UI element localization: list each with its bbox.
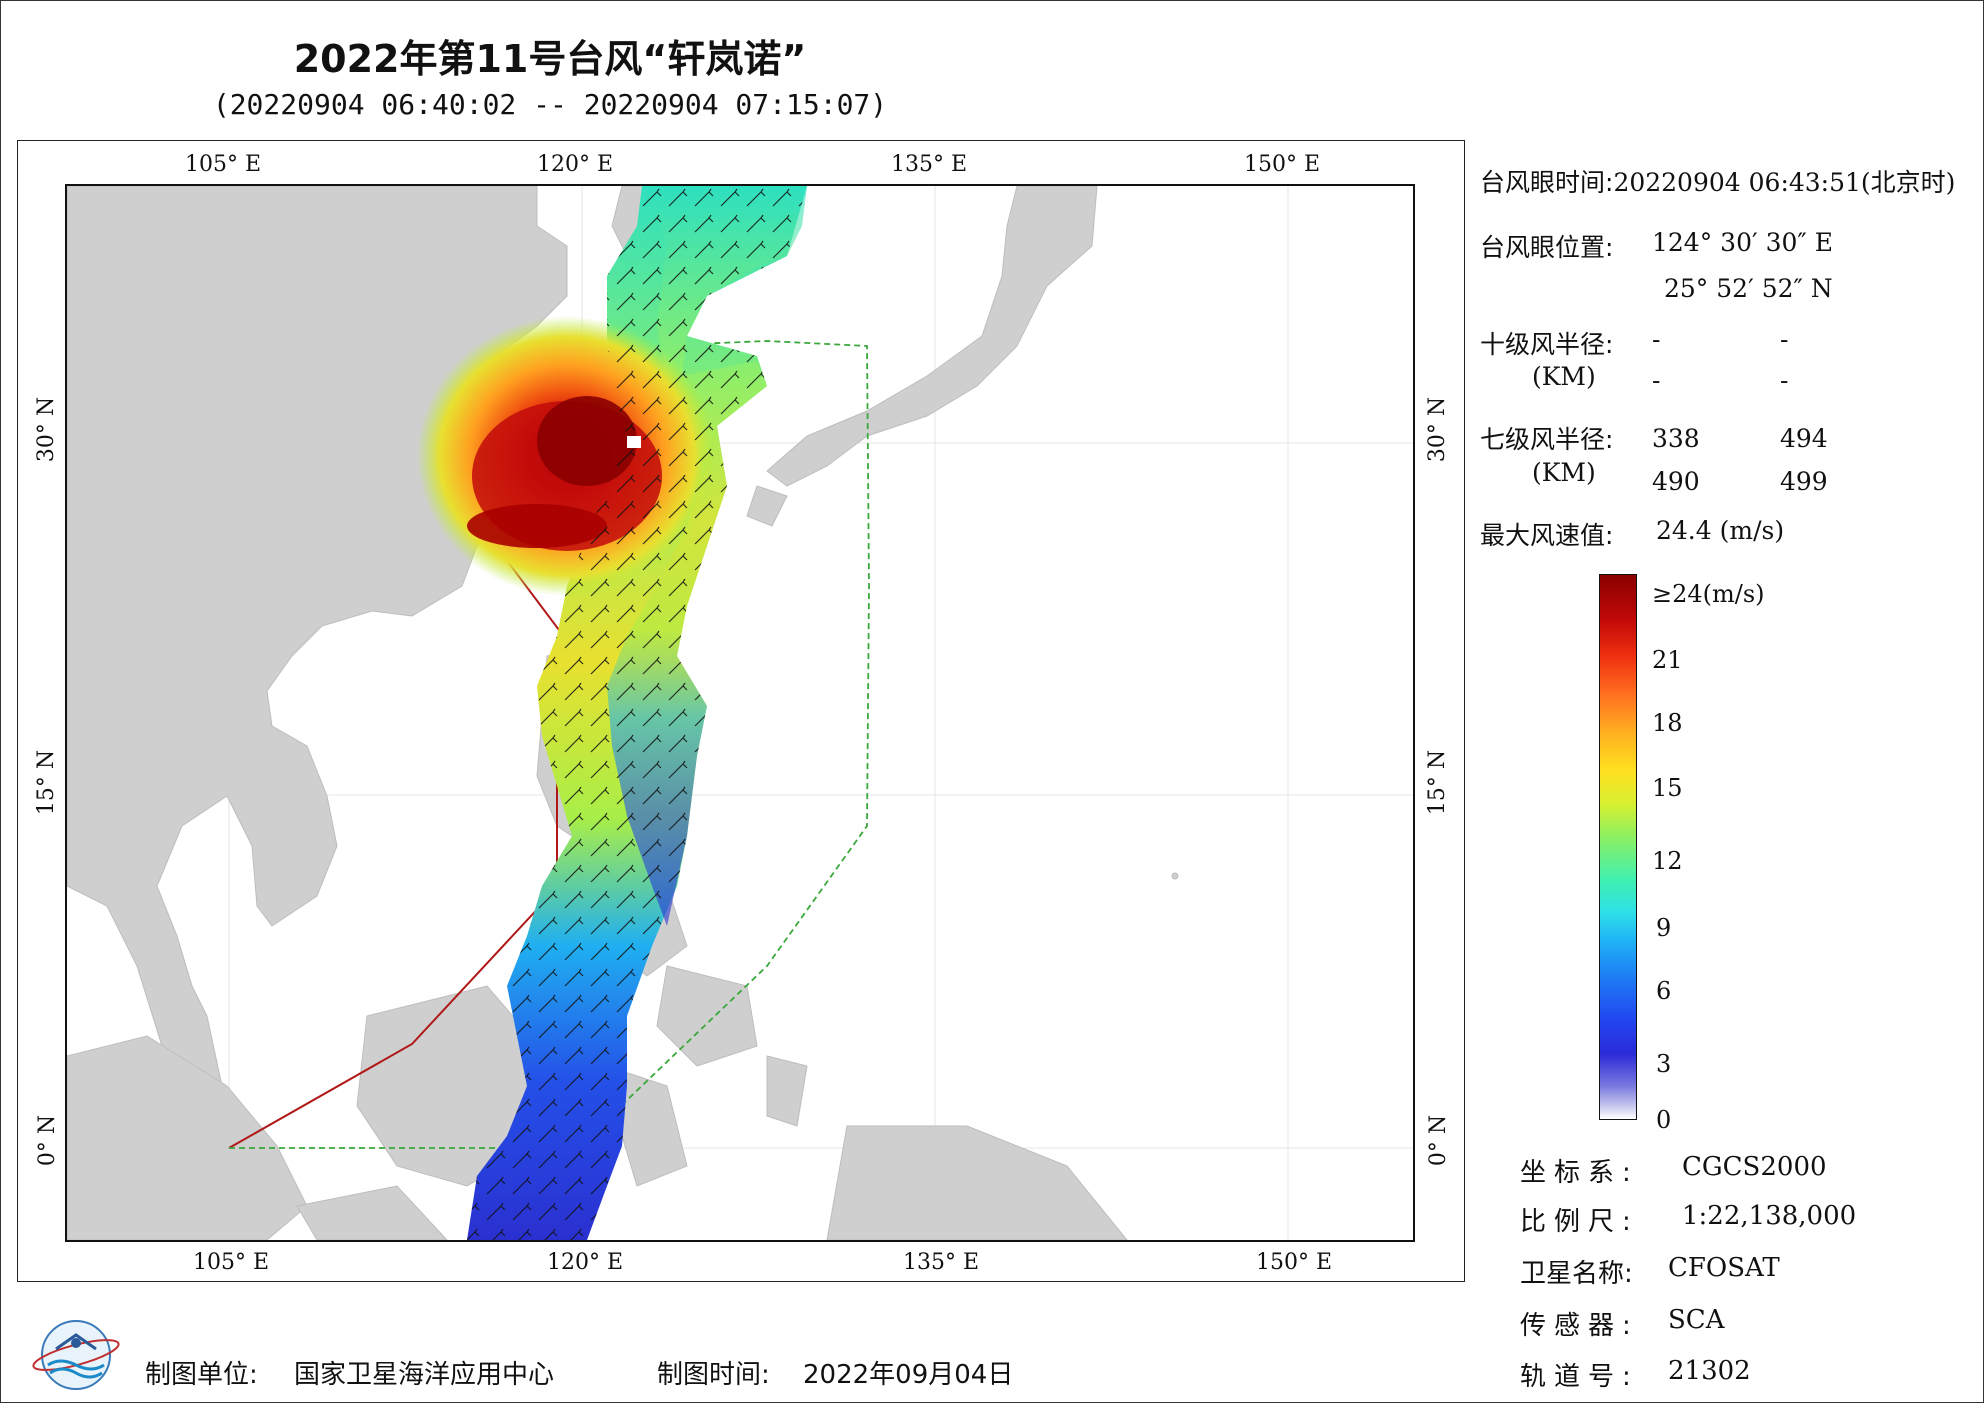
r7-value-sw: 490 bbox=[1652, 467, 1700, 496]
orbit-row: 轨道号: bbox=[1520, 1356, 1639, 1393]
colorbar-label-9: 9 bbox=[1656, 914, 1672, 942]
lon-tick-top-150: 150° E bbox=[1244, 152, 1321, 177]
colorbar-label-0: 0 bbox=[1656, 1106, 1672, 1134]
r10-label: 十级风半径: bbox=[1480, 330, 1614, 359]
max-wind-label: 最大风速值: bbox=[1480, 521, 1614, 550]
colorbar-label-12: 12 bbox=[1652, 847, 1683, 875]
r10-value-ne: - bbox=[1652, 325, 1661, 354]
crs-label: 坐标系: bbox=[1520, 1158, 1639, 1188]
nsoas-logo-icon bbox=[32, 1320, 120, 1390]
crs-value: CGCS2000 bbox=[1682, 1152, 1827, 1182]
colorbar-label-24: ≥24(m/s) bbox=[1652, 580, 1765, 608]
r7-value-ne: 338 bbox=[1652, 424, 1700, 453]
r10-value-se: - bbox=[1780, 325, 1789, 354]
wind-speed-colorbar bbox=[1599, 574, 1637, 1120]
sensor-label: 传感器: bbox=[1520, 1311, 1639, 1341]
lat-tick-right-0: 0° N bbox=[1426, 1114, 1452, 1167]
colorbar-label-3: 3 bbox=[1656, 1050, 1672, 1078]
r10-value-nw: - bbox=[1780, 366, 1789, 395]
lon-tick-top-105: 105° E bbox=[185, 152, 262, 177]
wind-speed-swath bbox=[417, 186, 807, 1240]
lon-tick-bottom-120: 120° E bbox=[547, 1250, 624, 1275]
wind-field-map bbox=[65, 184, 1415, 1242]
lat-tick-left-0: 0° N bbox=[35, 1114, 61, 1167]
eye-lon-value: 124° 30′ 30″ E bbox=[1652, 228, 1833, 257]
colorbar-label-18: 18 bbox=[1652, 709, 1683, 737]
r7-value-se: 494 bbox=[1780, 424, 1828, 453]
r7-unit: (KM) bbox=[1532, 458, 1596, 487]
eye-time-label: 台风眼时间: bbox=[1480, 168, 1614, 197]
scale-label: 比例尺: bbox=[1520, 1207, 1639, 1237]
colorbar-label-15: 15 bbox=[1652, 774, 1683, 802]
eye-position-label: 台风眼位置: bbox=[1480, 233, 1614, 262]
orbit-value: 21302 bbox=[1668, 1356, 1751, 1386]
lon-tick-bottom-135: 135° E bbox=[903, 1250, 980, 1275]
map-subtitle: (20220904 06:40:02 -- 20220904 07:15:07) bbox=[212, 88, 888, 121]
date-label: 制图时间: bbox=[657, 1360, 770, 1390]
map-outer-frame bbox=[17, 140, 1465, 1282]
producer-value: 国家卫星海洋应用中心 bbox=[294, 1360, 555, 1390]
eye-position-row: 台风眼位置: bbox=[1480, 228, 1613, 264]
satellite-row: 卫星名称: bbox=[1520, 1253, 1633, 1290]
lat-tick-left-15: 15° N bbox=[34, 749, 60, 816]
scale-value: 1:22,138,000 bbox=[1682, 1201, 1857, 1231]
eye-time-row: 台风眼时间:20220904 06:43:51(北京时) bbox=[1480, 163, 1955, 199]
r10-unit: (KM) bbox=[1532, 362, 1596, 391]
sensor-value: SCA bbox=[1668, 1305, 1725, 1335]
lon-tick-top-120: 120° E bbox=[537, 152, 614, 177]
satellite-value: CFOSAT bbox=[1668, 1253, 1780, 1283]
sensor-row: 传感器: bbox=[1520, 1305, 1639, 1342]
lon-tick-bottom-150: 150° E bbox=[1256, 1250, 1333, 1275]
satellite-label: 卫星名称: bbox=[1520, 1259, 1633, 1289]
eye-time-value: 20220904 06:43:51(北京时) bbox=[1613, 168, 1956, 197]
crs-row: 坐标系: bbox=[1520, 1152, 1639, 1189]
max-wind-row: 最大风速值: bbox=[1480, 516, 1613, 552]
lat-tick-right-30: 30° N bbox=[1425, 396, 1451, 463]
colorbar-label-21: 21 bbox=[1652, 646, 1683, 674]
eye-lat-value: 25° 52′ 52″ N bbox=[1664, 274, 1833, 303]
lat-tick-right-15: 15° N bbox=[1425, 749, 1451, 816]
lon-tick-top-135: 135° E bbox=[891, 152, 968, 177]
map-title: 2022年第11号台风“轩岚诺” bbox=[293, 37, 807, 81]
max-wind-value: 24.4 (m/s) bbox=[1656, 516, 1785, 545]
r7-value-nw: 499 bbox=[1780, 467, 1828, 496]
lon-tick-bottom-105: 105° E bbox=[193, 1250, 270, 1275]
colorbar-label-6: 6 bbox=[1656, 977, 1672, 1005]
scale-row: 比例尺: bbox=[1520, 1201, 1639, 1238]
producer-label: 制图单位: bbox=[145, 1360, 258, 1390]
date-value: 2022年09月04日 bbox=[803, 1360, 1014, 1390]
orbit-label: 轨道号: bbox=[1520, 1362, 1639, 1392]
lat-tick-left-30: 30° N bbox=[34, 396, 60, 463]
r7-label: 七级风半径: bbox=[1480, 425, 1614, 454]
r10-value-sw: - bbox=[1652, 366, 1661, 395]
map-canvas bbox=[67, 186, 1413, 1240]
